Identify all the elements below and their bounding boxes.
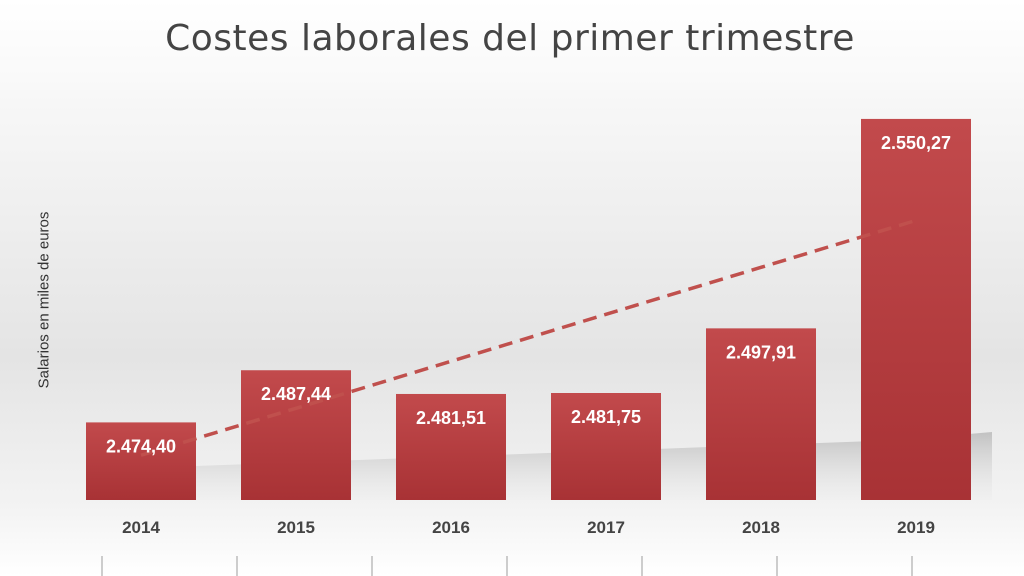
chart-floor-shadow	[88, 432, 992, 500]
bar-2015	[241, 370, 351, 500]
x-tick-2016: 2016	[432, 518, 470, 537]
bar-2019	[861, 118, 971, 501]
x-tick-2018: 2018	[742, 518, 780, 537]
x-tick-2015: 2015	[277, 518, 315, 537]
bar-2017	[551, 393, 661, 500]
data-label-2017: 2.481,75	[571, 407, 641, 427]
x-tick-2014: 2014	[122, 518, 160, 537]
x-tick-2019: 2019	[897, 518, 935, 537]
bar-2014	[86, 422, 196, 500]
chart-title: Costes laborales del primer trimestre	[165, 18, 855, 59]
data-label-2016: 2.481,51	[416, 408, 486, 428]
data-label-2015: 2.487,44	[261, 384, 331, 404]
trend-line	[140, 218, 917, 457]
data-label-2018: 2.497,91	[726, 342, 796, 362]
x-tick-2017: 2017	[587, 518, 625, 537]
bar-2018	[706, 328, 816, 500]
data-label-2019: 2.550,27	[881, 133, 951, 153]
bar-2016	[396, 393, 506, 500]
data-label-2014: 2.474,40	[106, 436, 176, 456]
